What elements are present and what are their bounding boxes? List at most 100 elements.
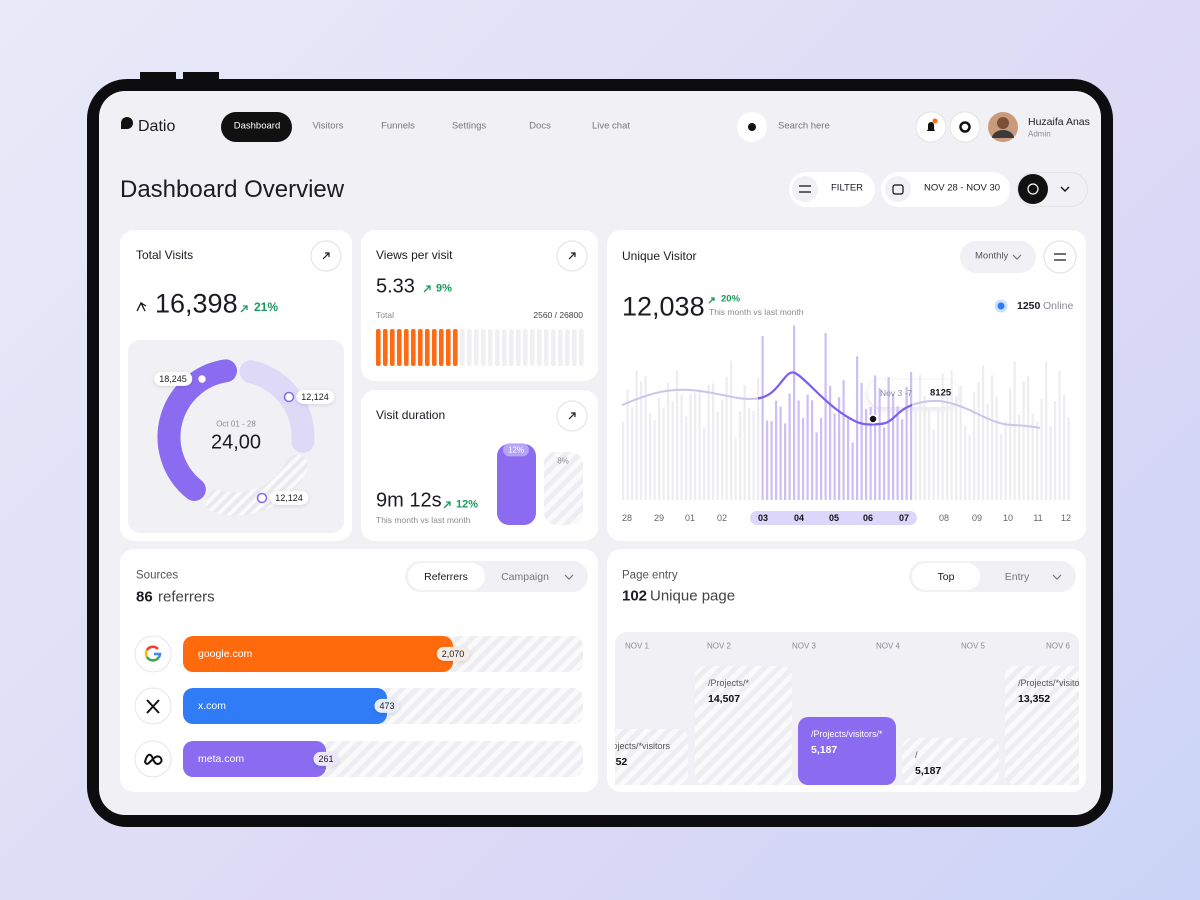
entry-value: 14,507 xyxy=(708,692,741,705)
day-label: 08 xyxy=(938,512,950,523)
duration-note: This month vs last month xyxy=(376,515,471,526)
entry-day: NOV 3 xyxy=(792,641,817,651)
tab[interactable]: Entry xyxy=(1004,570,1030,583)
day-label: 03 xyxy=(757,512,769,523)
entry-value: 5,352 xyxy=(615,755,628,768)
nav-item[interactable]: Dashboard xyxy=(233,120,281,132)
entry-card xyxy=(798,717,896,785)
nav-item[interactable]: Settings xyxy=(451,120,487,132)
day-label: 11 xyxy=(1033,512,1043,523)
filter-label[interactable]: FILTER xyxy=(831,182,864,194)
source-bar xyxy=(183,636,453,672)
day-label: 10 xyxy=(1002,512,1014,523)
day-label: 05 xyxy=(828,512,840,523)
change: 12% xyxy=(456,498,479,511)
source-bar xyxy=(183,741,326,777)
source-value: 473 xyxy=(374,698,400,714)
change: 9% xyxy=(436,282,452,295)
entry-path: / xyxy=(915,749,918,760)
card-title: Visit duration xyxy=(376,408,446,423)
tooltip-date: Nov 3 -7 xyxy=(880,388,913,399)
segment-label: 12,124 xyxy=(270,490,308,506)
tab[interactable]: Referrers xyxy=(424,570,468,583)
card-title: Page entry xyxy=(622,569,678,582)
nav-item[interactable]: Docs xyxy=(529,120,551,132)
segment-label: 12,124 xyxy=(296,389,334,405)
day-label: 02 xyxy=(716,512,728,523)
entry-card xyxy=(615,729,688,785)
tooltip-value: 8125 xyxy=(930,387,952,399)
donut-period: Oct 01 - 28 xyxy=(216,419,256,429)
nav-active[interactable] xyxy=(221,112,292,142)
user-name: Huzaifa Anas xyxy=(1028,115,1090,128)
tab[interactable]: Top xyxy=(937,570,955,583)
views-value: 5.33 xyxy=(376,275,415,298)
source-name: google.com xyxy=(198,647,253,660)
entry-value: 5,187 xyxy=(915,764,942,777)
duration-bar xyxy=(544,452,583,525)
entry-day: NOV 2 xyxy=(707,641,732,651)
source-name: x.com xyxy=(198,699,227,712)
tab-active[interactable] xyxy=(408,563,485,590)
entry-path: /Projects/*visitors xyxy=(615,740,671,751)
page-title: Dashboard Overview xyxy=(120,176,345,204)
sources-count: 86 xyxy=(136,588,153,606)
entry-card xyxy=(695,666,792,785)
brand: Datio xyxy=(138,117,176,135)
period[interactable]: Monthly xyxy=(975,250,1009,262)
duration-value: 9m 12s xyxy=(376,489,442,512)
change: 21% xyxy=(254,300,279,315)
search-placeholder[interactable]: Search here xyxy=(778,120,830,132)
entry-count: 102 xyxy=(622,587,648,605)
source-bar xyxy=(183,688,387,724)
entry-day: NOV 6 xyxy=(1046,641,1071,651)
entry-value: 13,352 xyxy=(1018,692,1051,705)
duration-bar xyxy=(497,444,536,525)
entry-day: NOV 1 xyxy=(625,641,650,651)
sources-count-label: referrers xyxy=(158,588,215,606)
card-title: Unique Visitor xyxy=(622,249,697,264)
visitor-value: 12,038 xyxy=(622,291,705,322)
entry-value: 5,187 xyxy=(811,743,838,756)
entry-count-label: Unique page xyxy=(650,587,736,605)
nav-item[interactable]: Visitors xyxy=(312,120,344,132)
date-range[interactable]: NOV 28 - NOV 30 xyxy=(924,182,1001,194)
day-label: 29 xyxy=(653,512,665,523)
period-select[interactable] xyxy=(960,241,1036,273)
nav-item[interactable]: Live chat xyxy=(591,120,631,132)
card-title: Total Visits xyxy=(136,248,194,263)
entry-day: NOV 5 xyxy=(961,641,986,651)
day-label: 04 xyxy=(793,512,805,523)
entry-path: /Projects/visitors/* xyxy=(811,728,883,739)
tab[interactable]: Campaign xyxy=(501,570,549,583)
day-label: 01 xyxy=(684,512,696,523)
entry-path: /Projects/* xyxy=(708,677,750,688)
progress-label: Total xyxy=(376,310,394,321)
entry-day: NOV 4 xyxy=(876,641,901,651)
entry-area: NOV 1 NOV 2 NOV 3 NOV 4 NOV 5 NOV 6/Projects/… xyxy=(615,632,1079,785)
segment-label: 18,245 xyxy=(154,371,192,387)
card-title: Sources xyxy=(136,569,179,582)
frame-tab xyxy=(183,72,219,82)
day-label: 06 xyxy=(862,512,874,523)
bar-label: 8% xyxy=(557,456,569,466)
entry-path: /Projects/*visitors xyxy=(1018,677,1079,688)
frame-tab xyxy=(140,72,176,82)
online-label: Online xyxy=(1043,299,1074,312)
source-value: 2,070 xyxy=(436,646,470,662)
card-title: Views per visit xyxy=(376,248,453,263)
day-label: 12 xyxy=(1060,512,1072,523)
day-label: 28 xyxy=(621,512,633,523)
change: 20% xyxy=(721,293,741,305)
tab-active[interactable] xyxy=(912,563,980,590)
view-button[interactable] xyxy=(1017,172,1088,207)
entry-card xyxy=(1005,666,1079,785)
day-label: 09 xyxy=(971,512,983,523)
visitor-note: This month vs last month xyxy=(709,307,804,318)
visitor-card xyxy=(607,230,1086,541)
nav-item[interactable]: Funnels xyxy=(381,120,415,132)
bar-label: 12% xyxy=(502,443,530,457)
total-visits-value: 16,398 xyxy=(155,288,238,319)
user-role: Admin xyxy=(1028,129,1051,139)
